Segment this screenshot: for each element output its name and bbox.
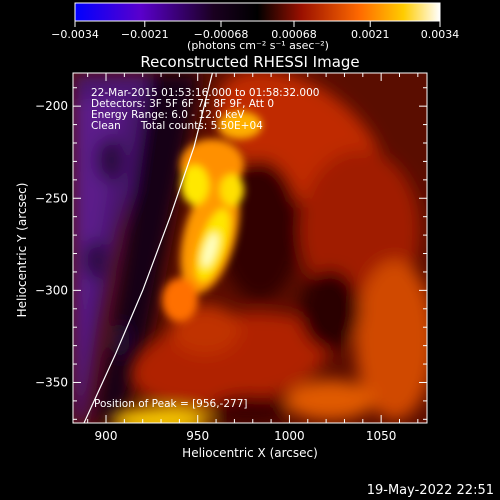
annotation-detectors: Detectors: 3F 5F 6F 7F 8F 9F, Att 0	[91, 98, 274, 110]
colorbar-tick-label: −0.00068	[194, 28, 249, 41]
axes: 900 950 1000 1050 −200 −250 −300 −350	[35, 73, 427, 443]
peak-position-label: Position of Peak = [956,-277]	[94, 398, 248, 410]
x-tick-label: 900	[95, 429, 118, 443]
colorbar-ticks: −0.0034 −0.0021 −0.00068 0.00068 0.0021 0.003…	[51, 21, 459, 41]
heatmap-image	[73, 73, 427, 423]
annotation-energy-range: Energy Range: 6.0 - 12.0 keV	[91, 109, 245, 121]
colorbar-tick-label: 0.00068	[271, 28, 317, 41]
solar-limb-line	[83, 73, 213, 423]
footer-timestamp: 19-May-2022 22:51	[367, 483, 494, 498]
x-axis-label: Heliocentric X (arcsec)	[182, 446, 318, 460]
plot-frame	[72, 72, 428, 424]
x-tick-label: 1050	[366, 429, 397, 443]
colorbar-units-label: (photons cm⁻² s⁻¹ asec⁻²)	[187, 39, 329, 52]
colorbar-tick-label: −0.0021	[121, 28, 169, 41]
y-tick-label: −200	[35, 99, 68, 113]
x-tick-label: 1000	[274, 429, 305, 443]
chart-title: Reconstructed RHESSI Image	[140, 53, 359, 71]
colorbar-tick-label: 0.0034	[421, 28, 460, 41]
annotation-clean-counts: Clean Total counts: 5.50E+04	[91, 120, 263, 132]
colorbar-tick-label: −0.0034	[51, 28, 99, 41]
colorbar	[74, 2, 441, 22]
colorbar-tick-label: 0.0021	[351, 28, 390, 41]
annotation-time-range: 22-Mar-2015 01:53:16.000 to 01:58:32.000	[91, 87, 319, 99]
y-tick-label: −250	[35, 191, 68, 205]
y-tick-label: −300	[35, 283, 68, 297]
y-axis-label: Heliocentric Y (arcsec)	[15, 183, 29, 318]
x-tick-label: 950	[186, 429, 209, 443]
y-tick-label: −350	[35, 375, 68, 389]
annotations: 22-Mar-2015 01:53:16.000 to 01:58:32.000…	[91, 87, 319, 410]
